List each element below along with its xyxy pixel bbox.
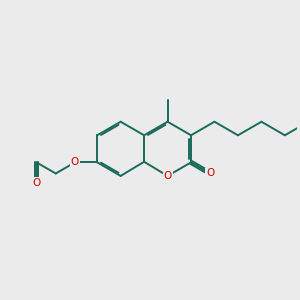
Text: O: O [206, 169, 214, 178]
Text: O: O [164, 171, 172, 181]
Text: O: O [71, 158, 79, 167]
Text: O: O [32, 178, 40, 188]
